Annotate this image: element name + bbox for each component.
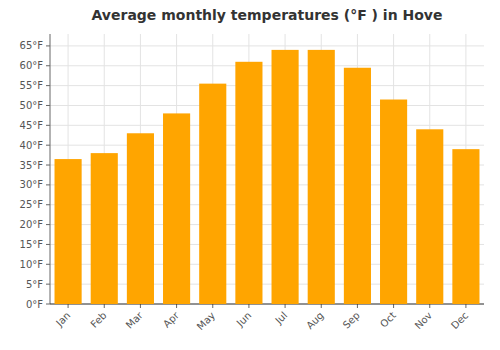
y-grid-line [50, 65, 484, 66]
x-tick-label: Sep [341, 310, 362, 331]
bar [55, 159, 82, 304]
x-tick-label: Jun [234, 310, 254, 330]
x-tick-label: Jan [53, 310, 72, 329]
x-tick [212, 304, 213, 308]
y-tick-label: 25°F [20, 199, 44, 210]
y-tick-label: 0°F [26, 299, 43, 310]
y-tick [46, 304, 50, 305]
x-tick-label: Dec [449, 310, 470, 331]
y-tick [46, 184, 50, 185]
x-tick [465, 304, 466, 308]
y-tick [46, 244, 50, 245]
y-axis-line [50, 34, 51, 304]
y-tick-label: 15°F [20, 239, 44, 250]
x-tick-label: Jul [272, 310, 289, 327]
y-tick [46, 264, 50, 265]
y-tick [46, 85, 50, 86]
bars [55, 50, 480, 304]
y-tick-label: 50°F [20, 100, 44, 111]
y-grid-line [50, 125, 484, 126]
y-tick-label: 40°F [20, 140, 44, 151]
x-tick-label: Oct [378, 310, 398, 330]
x-tick [321, 304, 322, 308]
bar [91, 153, 118, 304]
y-grid-line [50, 105, 484, 106]
y-grid-line [50, 45, 484, 46]
x-tick-label: Apr [161, 309, 182, 330]
y-grid-line [50, 85, 484, 86]
bar [199, 84, 226, 304]
x-tick-label: Feb [88, 310, 108, 330]
bar [272, 50, 299, 304]
bar [452, 149, 479, 304]
bar [163, 113, 190, 304]
x-tick-label: Nov [413, 310, 435, 332]
x-tick [68, 304, 69, 308]
bar [344, 68, 371, 304]
x-tick [285, 304, 286, 308]
bar [308, 50, 335, 304]
y-tick [46, 45, 50, 46]
y-tick [46, 224, 50, 225]
x-tick [393, 304, 394, 308]
y-tick [46, 105, 50, 106]
y-tick [46, 165, 50, 166]
x-tick [176, 304, 177, 308]
y-tick-label: 5°F [26, 279, 43, 290]
x-tick-label: May [195, 310, 217, 332]
chart-container: Average monthly temperatures (°F ) in Ho… [0, 0, 500, 350]
bar [416, 129, 443, 304]
y-tick [46, 125, 50, 126]
y-tick-label: 35°F [20, 160, 44, 171]
x-tick-label: Mar [124, 309, 146, 331]
y-tick-label: 10°F [20, 259, 44, 270]
y-tick-label: 55°F [20, 80, 44, 91]
y-tick-label: 60°F [20, 60, 44, 71]
grid [50, 34, 484, 304]
x-tick-label: Aug [304, 310, 326, 332]
bar [380, 100, 407, 304]
y-tick [46, 145, 50, 146]
x-tick [357, 304, 358, 308]
x-tick [140, 304, 141, 308]
y-tick-label: 65°F [20, 40, 44, 51]
y-tick [46, 65, 50, 66]
y-tick-label: 45°F [20, 120, 44, 131]
y-tick [46, 204, 50, 205]
chart-svg: Average monthly temperatures (°F ) in Ho… [0, 0, 500, 350]
bar [127, 133, 154, 304]
chart-title: Average monthly temperatures (°F ) in Ho… [92, 7, 443, 23]
y-tick [46, 284, 50, 285]
axes: 0°F 5°F 10°F 15°F 20°F 25°F 30°F 35°F 40°F 45°F 50… [20, 34, 484, 332]
y-tick-label: 20°F [20, 219, 44, 230]
x-tick [248, 304, 249, 308]
x-tick [429, 304, 430, 308]
x-tick [104, 304, 105, 308]
y-tick-label: 30°F [20, 179, 44, 190]
bar [235, 62, 262, 304]
